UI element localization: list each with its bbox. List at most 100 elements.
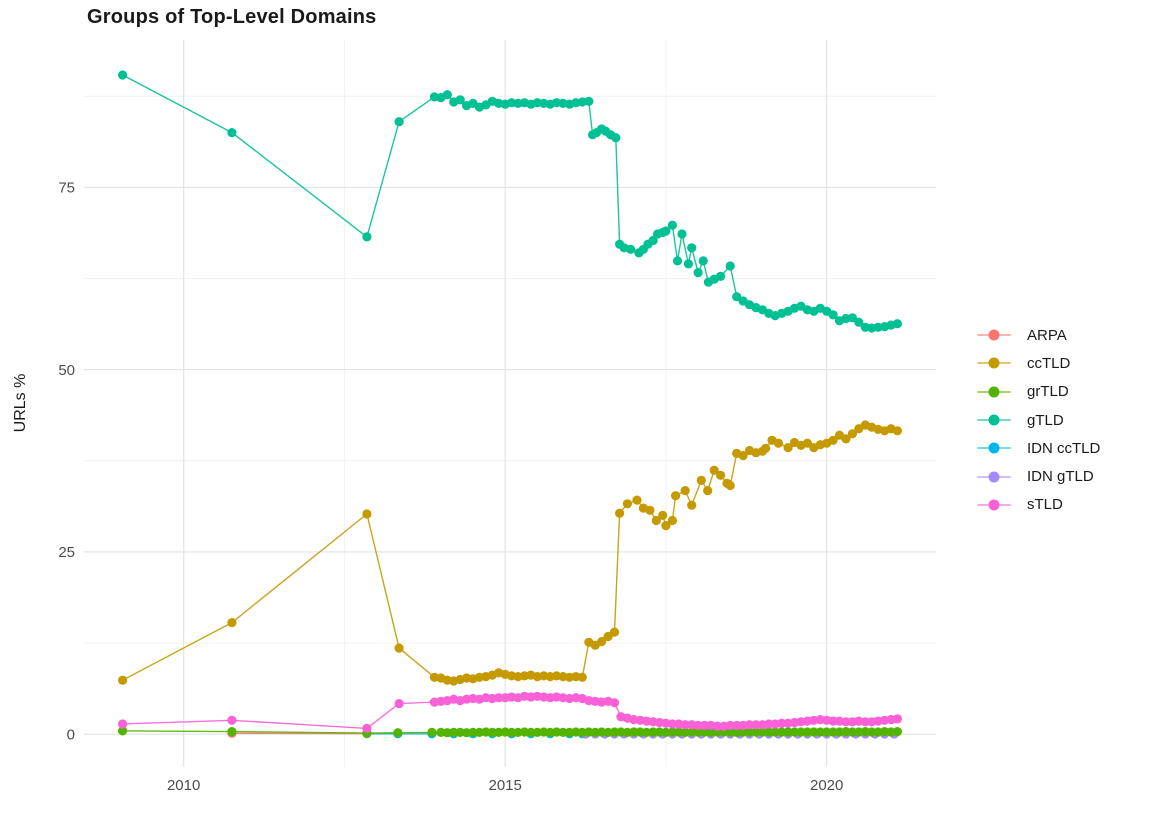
point-cctld: [362, 509, 372, 519]
point-stld: [227, 715, 237, 725]
legend-dot-icon: [988, 499, 1000, 511]
y-tick-label: 25: [58, 544, 75, 561]
point-grtld: [468, 727, 478, 738]
point-grtld: [770, 727, 780, 737]
point-grtld: [526, 727, 536, 738]
point-grtld: [558, 727, 568, 738]
point-cctld: [597, 637, 607, 647]
legend-item-grtld: grTLD: [977, 378, 1100, 406]
point-grtld: [616, 727, 626, 737]
point-stld: [764, 719, 774, 729]
point-cctld: [671, 491, 681, 501]
point-gtld: [716, 271, 726, 281]
point-stld: [699, 720, 710, 731]
point-gtld: [828, 310, 838, 320]
point-cctld: [118, 675, 128, 685]
point-cctld: [738, 451, 748, 461]
point-cctld: [802, 438, 813, 448]
legend-dot-icon: [988, 471, 1000, 483]
point-cctld: [709, 465, 719, 475]
point-cctld: [847, 429, 858, 439]
point-grtld: [706, 727, 716, 738]
x-tick-label: 2015: [488, 777, 521, 794]
point-stld: [394, 699, 404, 709]
point-gtld: [892, 319, 903, 329]
point-gtld: [661, 226, 671, 236]
point-grtld: [532, 727, 542, 738]
point-stld: [680, 720, 690, 730]
point-grtld: [867, 727, 877, 737]
point-cctld: [703, 486, 713, 496]
point-grtld: [577, 727, 587, 738]
legend-item-cctld: ccTLD: [977, 349, 1100, 377]
point-gtld: [227, 128, 237, 138]
legend-item-label: IDN ccTLD: [1027, 439, 1101, 457]
point-stld: [362, 723, 372, 734]
point-grtld: [427, 727, 437, 738]
point-grtld: [642, 727, 652, 738]
point-grtld: [680, 727, 690, 738]
point-grtld: [854, 727, 864, 737]
point-stld: [609, 698, 620, 708]
point-stld: [725, 720, 735, 731]
point-gtld: [626, 244, 636, 254]
legend-item-arpa: ARPA: [977, 321, 1100, 349]
point-cctld: [841, 434, 851, 444]
point-grtld: [847, 727, 858, 737]
point-cctld: [667, 515, 678, 526]
y-tick-label: 50: [58, 362, 75, 379]
point-gtld: [847, 313, 858, 323]
point-grtld: [487, 727, 497, 738]
point-grtld: [764, 727, 774, 737]
legend-item-label: IDN gTLD: [1027, 468, 1094, 486]
point-grtld: [648, 727, 658, 737]
point-gtld: [118, 70, 128, 80]
point-grtld: [751, 727, 761, 737]
point-gtld: [683, 259, 694, 269]
legend-item-stld: sTLD: [977, 491, 1100, 519]
point-gtld: [693, 268, 703, 278]
point-gtld: [677, 229, 687, 239]
point-gtld: [584, 96, 594, 106]
point-grtld: [725, 727, 735, 737]
point-grtld: [687, 727, 697, 737]
legend-item-label: gTLD: [1027, 411, 1064, 429]
point-cctld: [680, 486, 690, 496]
point-cctld: [773, 438, 784, 448]
point-stld: [494, 693, 504, 703]
point-stld: [693, 720, 703, 731]
point-cctld: [632, 495, 642, 505]
legend-item-label: grTLD: [1027, 383, 1069, 401]
point-cctld: [615, 508, 625, 518]
y-tick-label: 75: [58, 180, 75, 197]
x-tick-label: 2010: [167, 777, 200, 794]
point-grtld: [809, 727, 819, 737]
point-cctld: [696, 475, 706, 485]
point-grtld: [738, 727, 748, 737]
legend-item-idn-cctld: IDN ccTLD: [977, 434, 1100, 462]
point-gtld: [687, 243, 697, 253]
legend-key-grtld: [977, 385, 1011, 399]
point-cctld: [394, 643, 404, 653]
point-grtld: [494, 727, 504, 738]
point-gtld: [672, 256, 683, 266]
point-cctld: [645, 505, 655, 515]
point-grtld: [828, 727, 838, 737]
point-gtld: [648, 235, 658, 246]
point-grtld: [815, 727, 825, 737]
point-gtld: [854, 317, 864, 327]
point-gtld: [455, 95, 465, 105]
point-grtld: [873, 727, 883, 737]
point-grtld: [693, 727, 703, 737]
legend-item-idn-gtld: IDN gTLD: [977, 462, 1100, 490]
series-line-gtld: [122, 74, 898, 329]
point-stld: [841, 717, 851, 727]
point-gtld: [394, 117, 404, 127]
point-gtld: [442, 90, 452, 100]
legend-item-label: ARPA: [1027, 326, 1067, 344]
point-grtld: [393, 728, 403, 738]
point-grtld: [777, 727, 787, 737]
point-stld: [777, 718, 787, 728]
point-cctld: [725, 480, 735, 491]
